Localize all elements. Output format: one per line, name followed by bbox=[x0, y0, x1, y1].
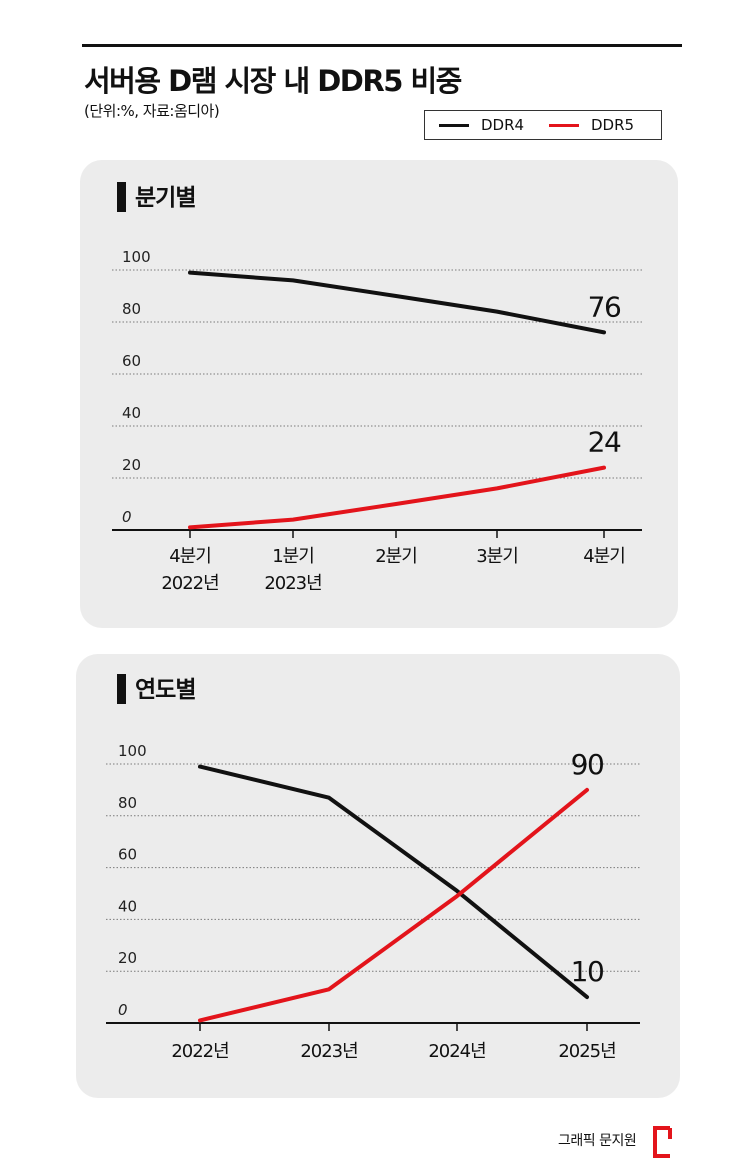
x-tick-label: 4분기 bbox=[169, 546, 211, 567]
series-line-ddr5 bbox=[198, 787, 589, 1023]
quarterly-panel bbox=[80, 160, 678, 628]
legend-swatch-ddr4 bbox=[439, 124, 469, 127]
y-tick-label: 20 bbox=[118, 949, 137, 967]
y-tick-label: 20 bbox=[122, 456, 141, 474]
legend-item-ddr5: DDR5 bbox=[549, 116, 634, 134]
y-tick-label: 100 bbox=[122, 248, 151, 266]
data-label-ddr4: 10 bbox=[571, 955, 604, 988]
y-tick-label: 0 bbox=[118, 1001, 128, 1019]
x-tick-label: 1분기 bbox=[272, 546, 314, 567]
legend: DDR4 DDR5 bbox=[424, 110, 662, 140]
data-label-ddr4: 76 bbox=[588, 290, 621, 323]
y-tick-label: 80 bbox=[122, 300, 141, 318]
yearly-title-text: 연도별 bbox=[135, 677, 196, 703]
bracket-logo-icon bbox=[653, 1126, 672, 1158]
x-tick-label: 2024년 bbox=[428, 1041, 485, 1062]
quarterly-panel-title: 분기별 bbox=[117, 178, 196, 212]
title-bar-icon bbox=[117, 673, 126, 704]
page-subtitle: (단위:%, 자료:옴디아) bbox=[84, 102, 220, 120]
x-tick-label: 2022년 bbox=[171, 1041, 228, 1062]
y-tick-label: 60 bbox=[118, 846, 137, 864]
page-title: 서버용 D램 시장 내 DDR5 비중 bbox=[84, 64, 462, 98]
series-line-ddr5 bbox=[188, 465, 606, 530]
legend-label-ddr4: DDR4 bbox=[481, 116, 525, 134]
series-line-ddr4 bbox=[198, 764, 589, 1000]
series-line-ddr4 bbox=[188, 270, 606, 335]
y-tick-label: 60 bbox=[122, 352, 141, 370]
data-label-ddr5: 90 bbox=[571, 748, 604, 781]
y-tick-label: 0 bbox=[122, 508, 132, 526]
x-tick-label: 2분기 bbox=[375, 546, 417, 567]
y-tick-label: 40 bbox=[118, 897, 137, 915]
x-tick-label: 2022년 bbox=[161, 573, 218, 594]
y-tick-label: 80 bbox=[118, 794, 137, 812]
legend-label-ddr5: DDR5 bbox=[591, 116, 635, 134]
legend-item-ddr4: DDR4 bbox=[439, 116, 524, 134]
yearly-panel-title: 연도별 bbox=[117, 670, 196, 704]
x-tick-label: 3분기 bbox=[476, 546, 518, 567]
y-tick-label: 40 bbox=[122, 404, 141, 422]
x-tick-label: 4분기 bbox=[583, 546, 625, 567]
footer-credit: 그래픽 문지원 bbox=[558, 1133, 637, 1149]
quarterly-title-text: 분기별 bbox=[135, 185, 196, 211]
data-label-ddr5: 24 bbox=[588, 426, 621, 459]
x-tick-label: 2023년 bbox=[300, 1041, 357, 1062]
top-rule bbox=[82, 44, 682, 47]
legend-swatch-ddr5 bbox=[549, 124, 579, 127]
x-tick-label: 2023년 bbox=[264, 573, 321, 594]
y-tick-label: 100 bbox=[118, 742, 147, 760]
x-tick-label: 2025년 bbox=[558, 1041, 615, 1062]
title-bar-icon bbox=[117, 181, 126, 212]
